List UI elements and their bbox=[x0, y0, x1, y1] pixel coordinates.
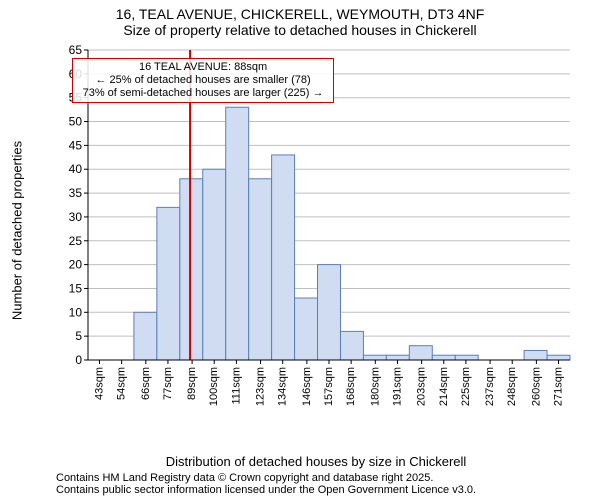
svg-text:89sqm: 89sqm bbox=[186, 367, 198, 400]
svg-text:271sqm: 271sqm bbox=[553, 367, 565, 406]
annotation-line-1: 16 TEAL AVENUE: 88sqm bbox=[77, 61, 329, 74]
svg-text:180sqm: 180sqm bbox=[369, 367, 381, 406]
svg-text:45: 45 bbox=[69, 138, 83, 152]
y-axis-label: Number of detached properties bbox=[10, 43, 25, 419]
footer-line-2: Contains public sector information licen… bbox=[56, 484, 476, 496]
svg-text:146sqm: 146sqm bbox=[301, 367, 313, 406]
svg-text:5: 5 bbox=[75, 329, 82, 343]
svg-text:203sqm: 203sqm bbox=[416, 367, 428, 406]
svg-text:100sqm: 100sqm bbox=[208, 367, 220, 406]
svg-text:30: 30 bbox=[69, 210, 83, 224]
annotation-box: 16 TEAL AVENUE: 88sqm ← 25% of detached … bbox=[72, 58, 334, 103]
svg-text:134sqm: 134sqm bbox=[277, 367, 289, 406]
svg-text:111sqm: 111sqm bbox=[230, 367, 242, 405]
svg-text:40: 40 bbox=[69, 162, 83, 176]
svg-text:248sqm: 248sqm bbox=[506, 367, 518, 406]
chart-area: 0510152025303540455055606543sqm54sqm66sq… bbox=[56, 44, 576, 420]
svg-text:65: 65 bbox=[69, 44, 83, 57]
svg-text:0: 0 bbox=[75, 353, 82, 367]
svg-text:237sqm: 237sqm bbox=[484, 367, 496, 406]
title-line-1: 16, TEAL AVENUE, CHICKERELL, WEYMOUTH, D… bbox=[0, 0, 600, 22]
footer-line-1: Contains HM Land Registry data © Crown c… bbox=[56, 472, 476, 484]
footer: Contains HM Land Registry data © Crown c… bbox=[56, 472, 476, 496]
x-axis-label: Distribution of detached houses by size … bbox=[56, 454, 576, 469]
svg-text:25: 25 bbox=[69, 234, 83, 248]
svg-text:225sqm: 225sqm bbox=[460, 367, 472, 406]
svg-text:10: 10 bbox=[69, 305, 83, 319]
svg-text:20: 20 bbox=[69, 258, 83, 272]
title-line-2: Size of property relative to detached ho… bbox=[0, 22, 600, 42]
svg-text:50: 50 bbox=[69, 115, 83, 129]
annotation-line-2: ← 25% of detached houses are smaller (78… bbox=[77, 74, 329, 87]
svg-text:54sqm: 54sqm bbox=[116, 367, 128, 400]
svg-text:35: 35 bbox=[69, 186, 83, 200]
svg-text:66sqm: 66sqm bbox=[140, 367, 152, 400]
svg-text:15: 15 bbox=[69, 281, 83, 295]
svg-text:168sqm: 168sqm bbox=[345, 367, 357, 406]
svg-text:214sqm: 214sqm bbox=[438, 367, 450, 406]
annotation-line-3: 73% of semi-detached houses are larger (… bbox=[77, 87, 329, 100]
svg-text:260sqm: 260sqm bbox=[530, 367, 542, 406]
svg-text:191sqm: 191sqm bbox=[391, 367, 403, 406]
svg-text:123sqm: 123sqm bbox=[255, 367, 267, 406]
svg-text:43sqm: 43sqm bbox=[93, 367, 105, 400]
y-axis-label-wrap: Number of detached properties bbox=[8, 44, 26, 420]
svg-text:157sqm: 157sqm bbox=[323, 367, 335, 406]
svg-text:77sqm: 77sqm bbox=[162, 367, 174, 400]
